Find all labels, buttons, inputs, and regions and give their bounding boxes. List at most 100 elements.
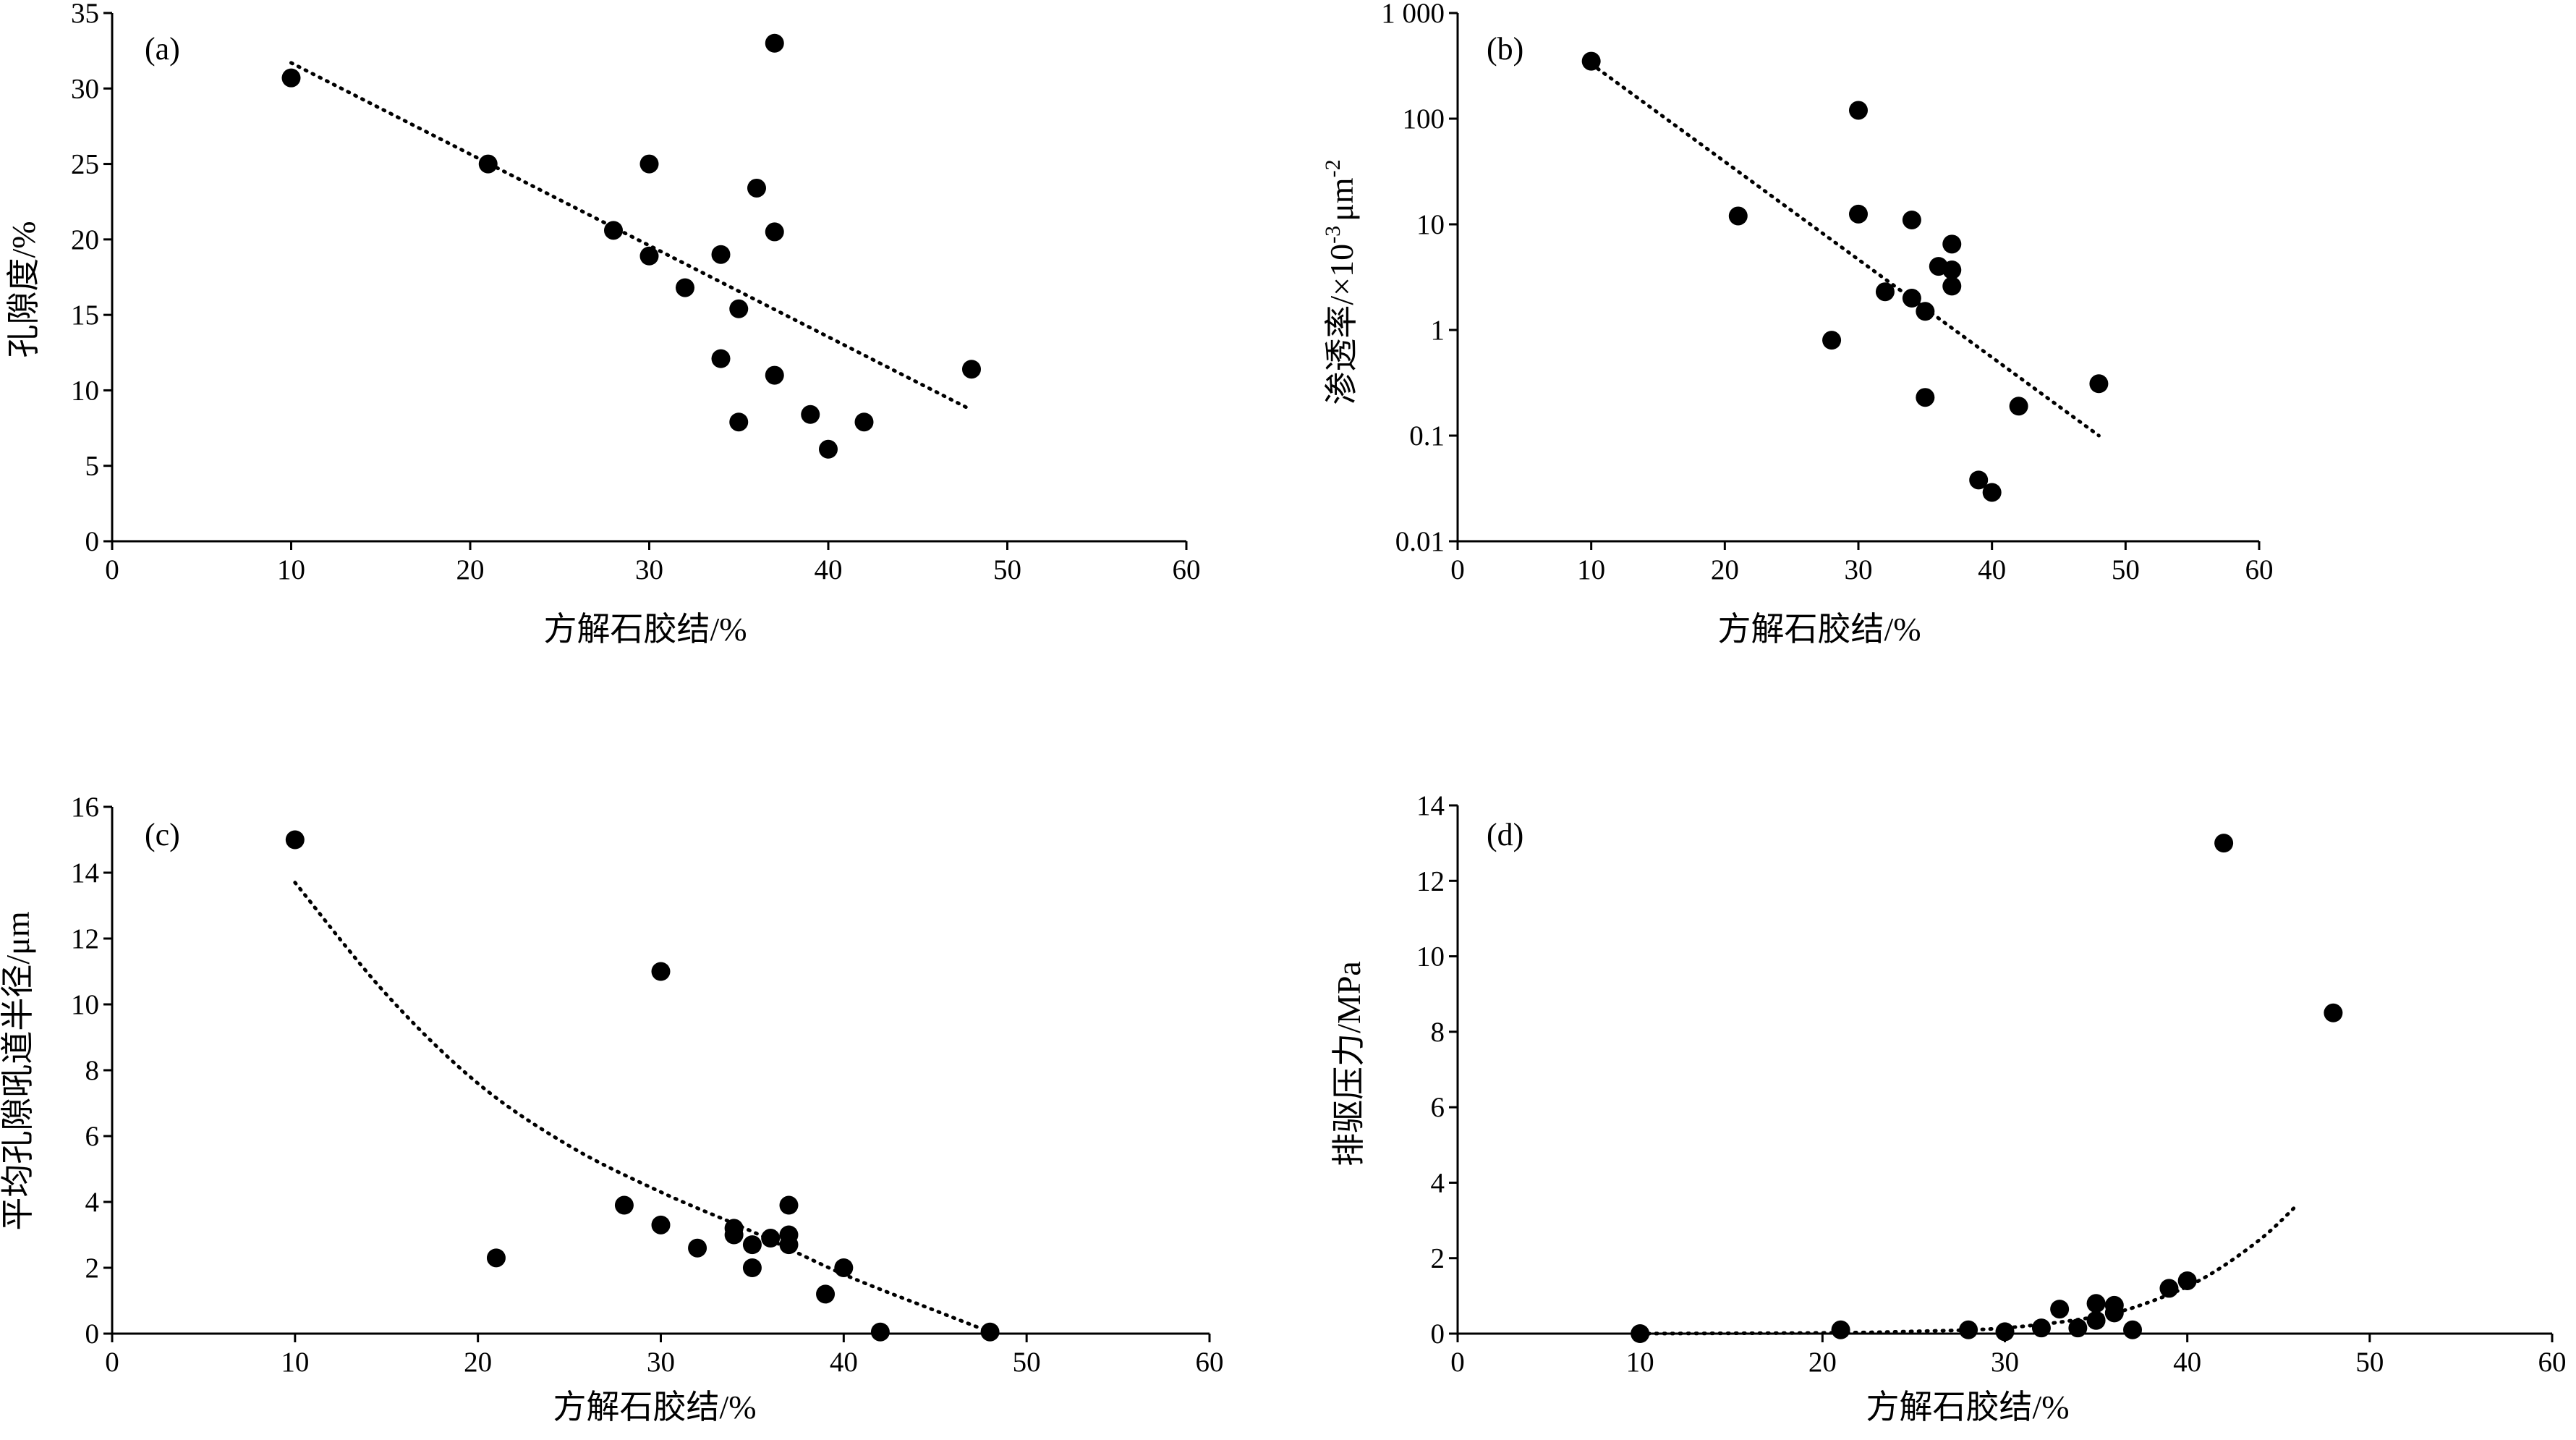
y-tick-label-c: 2 xyxy=(85,1253,100,1284)
data-point-b xyxy=(1581,51,1601,71)
data-point-c xyxy=(870,1322,890,1342)
x-tick-label-a: 60 xyxy=(1173,554,1201,585)
data-point-c xyxy=(688,1238,707,1258)
data-point-b xyxy=(2009,397,2028,416)
data-point-d xyxy=(2324,1003,2343,1022)
y-tick-label-d: 8 xyxy=(1431,1017,1445,1048)
trendline-b xyxy=(1589,62,2101,438)
y-tick-label-a: 20 xyxy=(71,224,99,255)
x-tick-label-c: 30 xyxy=(647,1347,675,1378)
y-tick-label-c: 4 xyxy=(85,1187,100,1218)
data-point-b xyxy=(1982,483,2002,502)
data-point-b xyxy=(1942,276,1962,296)
data-point-a xyxy=(819,439,838,459)
data-point-b xyxy=(1916,302,1935,321)
x-tick-label-b: 0 xyxy=(1450,554,1465,585)
x-tick-label-d: 40 xyxy=(2173,1347,2201,1378)
y-axis-label-b-main: 渗透率/×10 xyxy=(1323,244,1360,405)
y-axis-label-b-unit: μm xyxy=(1323,177,1360,221)
data-point-b xyxy=(1969,470,1989,490)
y-tick-label-c: 16 xyxy=(71,792,99,823)
y-tick-label-b: 0.01 xyxy=(1395,526,1445,557)
data-point-d xyxy=(2177,1271,2197,1290)
trendline-a xyxy=(289,61,974,412)
x-tick-label-a: 30 xyxy=(635,554,663,585)
data-point-c xyxy=(724,1225,744,1245)
x-tick-label-a: 10 xyxy=(277,554,305,585)
x-tick-label-b: 40 xyxy=(1978,554,2006,585)
x-tick-label-c: 0 xyxy=(105,1347,119,1378)
x-tick-label-b: 50 xyxy=(2112,554,2140,585)
data-point-a xyxy=(765,222,784,242)
x-axis-label-d: 方解石胶结/% xyxy=(1866,1389,2069,1426)
x-tick-label-b: 10 xyxy=(1577,554,1605,585)
y-tick-label-c: 6 xyxy=(85,1121,100,1152)
x-tick-label-b: 20 xyxy=(1711,554,1739,585)
x-tick-label-a: 0 xyxy=(105,554,119,585)
data-point-a xyxy=(639,154,659,174)
data-point-b xyxy=(1902,289,1921,308)
y-tick-label-c: 10 xyxy=(71,989,99,1020)
y-tick-label-d: 6 xyxy=(1431,1092,1445,1123)
data-point-a xyxy=(604,221,623,240)
x-tick-label-b: 60 xyxy=(2245,554,2274,585)
data-point-a xyxy=(854,412,874,432)
y-tick-label-b: 100 xyxy=(1403,103,1445,135)
y-tick-label-d: 10 xyxy=(1416,941,1445,973)
y-axis-label-c: 平均孔隙吼道半径/μm xyxy=(0,911,36,1230)
data-point-b xyxy=(1942,234,1962,254)
x-axis-label-b: 方解石胶结/% xyxy=(1717,611,1921,648)
data-point-d xyxy=(2086,1294,2106,1313)
data-point-c xyxy=(761,1229,781,1248)
chart-panel-d: (d) 方解石胶结/% 排驱压力/MPa 0 10 20 30 40 50 60 0 2 4 6 8 1… xyxy=(1330,790,2567,1426)
y-axis-label-a: 孔隙度/% xyxy=(5,221,42,357)
y-axis-label-b: 渗透率/×10-3 μm-2 xyxy=(1321,159,1360,405)
data-point-b xyxy=(1916,388,1935,407)
chart-panel-b: (b) 方解石胶结/% 渗透率/×10-3 μm-2 0 10 20 30 40 50 60 0… xyxy=(1321,0,2274,648)
data-point-d xyxy=(1631,1324,1650,1343)
y-tick-label-a: 25 xyxy=(71,149,99,180)
y-axis-label-d: 排驱压力/MPa xyxy=(1330,961,1367,1166)
x-tick-label-b: 30 xyxy=(1845,554,1873,585)
data-point-d xyxy=(2050,1300,2070,1319)
data-point-d xyxy=(2104,1303,2124,1323)
data-point-a xyxy=(729,299,749,318)
y-tick-label-c: 12 xyxy=(71,923,99,954)
data-point-a xyxy=(765,365,784,385)
data-point-a xyxy=(747,178,766,198)
y-tick-label-d: 12 xyxy=(1416,865,1445,897)
y-tick-label-c: 0 xyxy=(85,1318,100,1350)
trendline-d xyxy=(1638,1203,2299,1336)
y-tick-label-c: 14 xyxy=(71,857,99,889)
x-tick-label-c: 50 xyxy=(1013,1347,1041,1378)
y-tick-label-a: 0 xyxy=(85,526,100,557)
data-point-c xyxy=(651,1215,671,1234)
data-point-b xyxy=(1822,331,1842,350)
data-point-c xyxy=(742,1235,762,1255)
x-tick-label-a: 40 xyxy=(815,554,843,585)
data-point-c xyxy=(285,830,305,850)
data-point-a xyxy=(711,349,731,368)
data-point-a xyxy=(801,405,820,424)
chart-panel-a: (a) 方解石胶结/% 孔隙度/% 0 10 20 30 40 50 60 0 5 10 15 20 2… xyxy=(5,0,1201,648)
data-point-c xyxy=(816,1284,836,1304)
data-point-c xyxy=(651,962,671,981)
panel-label-c: (c) xyxy=(145,817,180,852)
data-point-d xyxy=(2031,1318,2051,1338)
y-tick-label-a: 30 xyxy=(71,73,99,104)
data-point-d xyxy=(2214,834,2234,853)
y-tick-label-d: 2 xyxy=(1431,1243,1445,1274)
data-point-b xyxy=(1849,101,1868,120)
y-tick-label-a: 10 xyxy=(71,375,99,406)
trendline-c xyxy=(293,881,992,1334)
data-point-a xyxy=(281,68,301,88)
chart-panel-c: (c) 方解石胶结/% 平均孔隙吼道半径/μm 0 10 20 30 40 50 60 0 2 4… xyxy=(0,792,1224,1426)
x-axis-label-c: 方解石胶结/% xyxy=(553,1389,756,1426)
data-point-d xyxy=(1831,1320,1850,1339)
x-tick-label-c: 10 xyxy=(281,1347,309,1378)
data-point-b xyxy=(1875,282,1895,302)
data-point-a xyxy=(711,245,731,264)
data-point-d xyxy=(1959,1320,1978,1339)
data-point-d xyxy=(2086,1310,2106,1330)
